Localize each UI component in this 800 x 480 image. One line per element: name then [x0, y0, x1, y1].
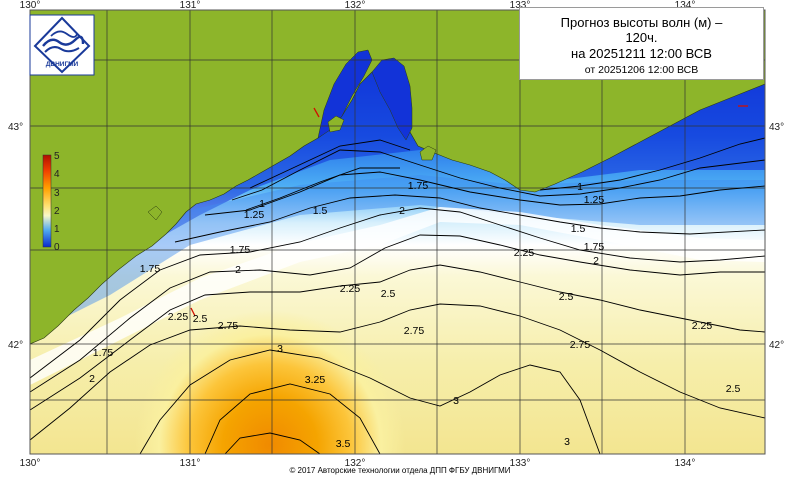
contour-label: 2.75: [218, 320, 239, 332]
contour-label: 2.75: [570, 339, 591, 351]
lon-label-bottom: 132°: [345, 458, 366, 469]
lat-label-left: 42°: [8, 340, 23, 351]
land-mainland: [30, 10, 765, 345]
contour-label: 2.25: [168, 311, 189, 323]
contour-label: 3.25: [305, 374, 326, 386]
lon-label-bottom: 134°: [675, 458, 696, 469]
island: [419, 145, 437, 161]
mid-blue-band: [30, 175, 765, 335]
contour-label: 1.75: [408, 180, 429, 192]
lon-label-top: 132°: [345, 0, 366, 11]
contour-label: 2: [235, 264, 241, 276]
title-line-1: Прогноз высоты волн (м) –: [560, 15, 723, 30]
forecast-title-box: Прогноз высоты волн (м) – 120ч. на 20251…: [519, 7, 764, 80]
lon-label-top: 133°: [510, 0, 531, 11]
legend-colorbar: [42, 154, 52, 248]
map-frame: [29, 9, 766, 455]
wave-direction-arrows: [190, 105, 748, 317]
color-legend: 5 4 3 2 1 0: [42, 151, 60, 253]
contour-label: 1.5: [571, 223, 586, 235]
title-line-4: от 20251206 12:00 ВСВ: [584, 64, 699, 76]
contour-label: 1: [577, 181, 583, 193]
contour-label: 2: [89, 373, 95, 385]
contour-label: 2.25: [340, 283, 361, 295]
dvnigmi-wave-logo-icon: ДВНИГМИ: [29, 14, 95, 76]
contour-label: 3.5: [336, 438, 351, 450]
lon-label-top: 131°: [180, 0, 201, 11]
lat-label-right: 42°: [769, 340, 784, 351]
contour-label: 1: [259, 198, 265, 210]
island: [147, 205, 163, 221]
low-contour-lines: [245, 137, 765, 211]
dvnigmi-logo: ДВНИГМИ: [29, 14, 95, 76]
lon-label-top: 134°: [675, 0, 696, 11]
contour-label: 1.25: [584, 194, 605, 206]
contour-label: 2: [593, 255, 599, 267]
contour-label: 1.25: [244, 209, 265, 221]
contour-label: 2.25: [514, 247, 535, 259]
contour-label: 2.5: [381, 288, 396, 300]
lon-label-top: 130°: [20, 0, 41, 11]
contour-label: 2.5: [193, 313, 208, 325]
logo-text: ДВНИГМИ: [46, 61, 79, 68]
contour-label: 1.75: [93, 347, 114, 359]
two-metre-band: [30, 207, 765, 385]
contour-label: 3: [564, 436, 570, 448]
high-wave-zone: [30, 300, 765, 454]
contour-label: 3: [277, 343, 283, 355]
lon-label-bottom: 130°: [20, 458, 41, 469]
ussuri-bay: [371, 57, 413, 141]
contour-label: 1.5: [313, 205, 328, 217]
title-line-2: 120ч.: [625, 30, 658, 45]
island: [327, 115, 345, 133]
legend-tick: 5: [54, 151, 60, 162]
longitude-labels: 130° 131° 132° 133° 134° 130° 131° 132° …: [20, 0, 696, 469]
contour-label: 2: [399, 205, 405, 217]
lon-label-bottom: 133°: [510, 458, 531, 469]
title-line-3: на 20251211 12:00 ВСВ: [571, 46, 712, 61]
latitude-labels: 43° 42° 43° 42°: [8, 122, 784, 351]
legend-tick: 3: [54, 188, 60, 199]
contour-label: 2.75: [404, 325, 425, 337]
legend-tick: 1: [54, 224, 60, 235]
contour-label: 1.75: [584, 241, 605, 253]
contour-label: 2.25: [692, 320, 713, 332]
lat-label-left: 43°: [8, 122, 23, 133]
contour-lines: [30, 149, 765, 454]
contour-label: 3: [453, 395, 459, 407]
lat-label-right: 43°: [769, 122, 784, 133]
legend-tick: 4: [54, 169, 60, 180]
legend-tick: 2: [54, 206, 60, 217]
contour-label-group: 1 1.25 1.5 1.75 2 2.25 2.5 2.75 3 3.25 3…: [89, 180, 740, 450]
contour-label: 2.5: [726, 383, 741, 395]
contour-label: 2.5: [559, 291, 574, 303]
contour-label: 1.75: [140, 263, 161, 275]
contour-label: 1.75: [230, 244, 251, 256]
lon-label-bottom: 131°: [180, 458, 201, 469]
copyright-footer: © 2017 Авторские технологии отдела ДПП Ф…: [289, 466, 511, 475]
legend-tick: 0: [54, 242, 60, 253]
